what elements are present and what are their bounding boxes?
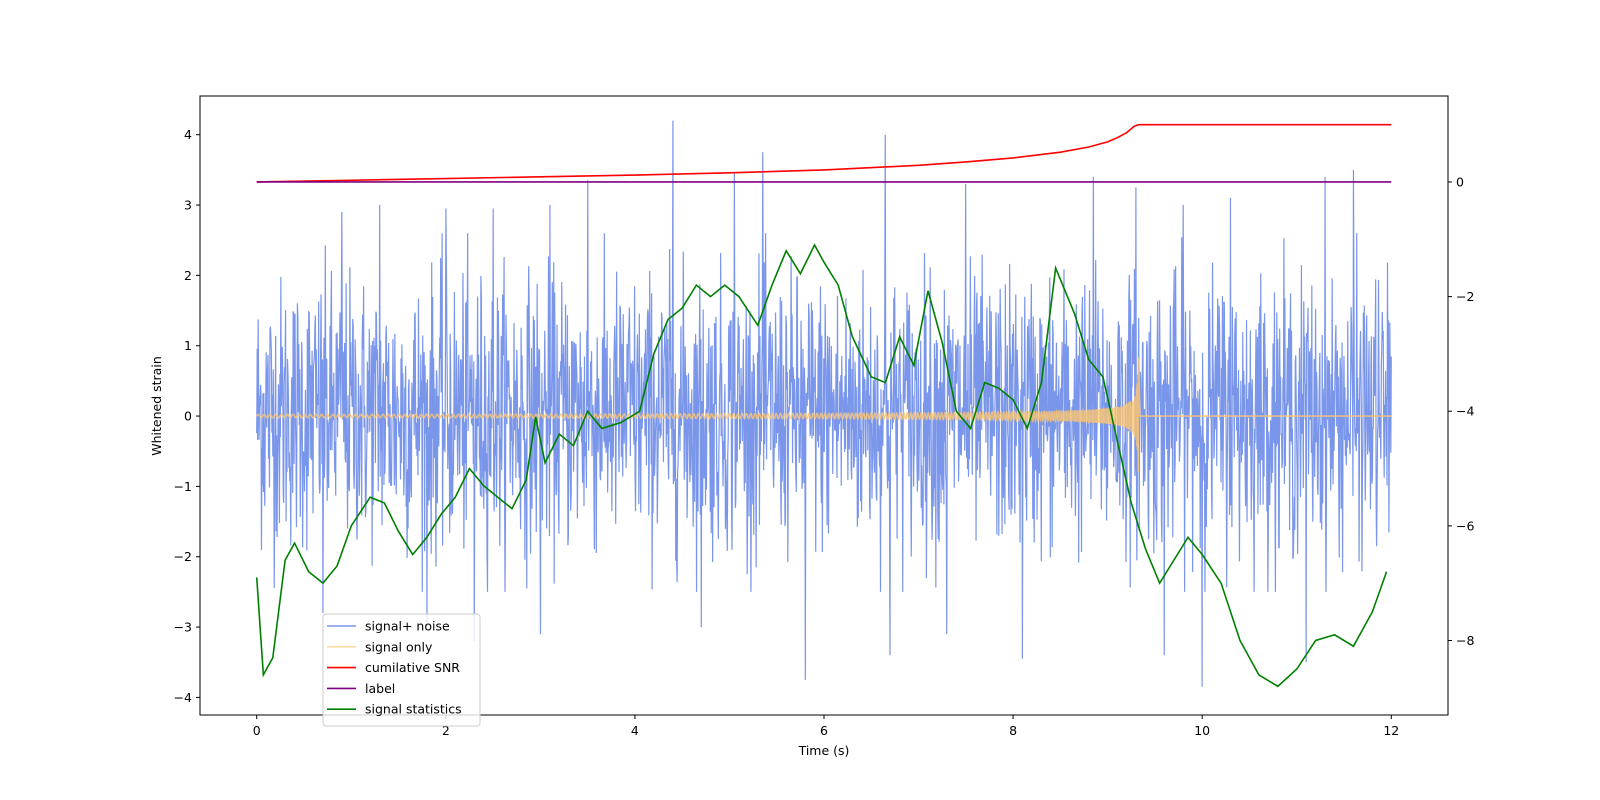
- y2-axis-ticks: −8 −6 −4 −2 0: [1448, 174, 1474, 648]
- x-axis-label: Time (s): [798, 743, 850, 758]
- series-line-2: [256, 123, 1392, 183]
- series-line-4: [255, 243, 1388, 688]
- y-tick-label: −3: [174, 620, 192, 635]
- series-line-0: [256, 120, 1392, 687]
- y2-tick-label: 0: [1456, 174, 1464, 189]
- y-tick-label: −4: [174, 690, 192, 705]
- x-tick-label: 8: [1009, 723, 1017, 738]
- legend: signal+ noise signal only cumilative SNR la…: [322, 613, 481, 727]
- y-tick-label: −2: [174, 549, 192, 564]
- y2-tick-label: −2: [1456, 289, 1474, 304]
- y-axis-ticks: −4 −3 −2 −1 0 1 2 3 4: [174, 127, 200, 705]
- y2-tick-label: −4: [1456, 404, 1474, 419]
- y-tick-label: 0: [184, 409, 192, 424]
- y2-tick-label: −8: [1456, 633, 1474, 648]
- x-axis-ticks: 0 2 4 6 8 10 12: [253, 715, 1399, 738]
- y-tick-label: 2: [184, 268, 192, 283]
- x-tick-label: 0: [253, 723, 261, 738]
- legend-label: signal statistics: [365, 702, 462, 717]
- legend-box: [322, 613, 481, 727]
- legend-label: signal+ noise: [365, 619, 450, 634]
- y-axis-label: Whitened strain: [149, 356, 164, 455]
- legend-label: cumilative SNR: [365, 660, 460, 675]
- y-tick-label: 1: [184, 338, 192, 353]
- y-tick-label: −1: [174, 479, 192, 494]
- x-tick-label: 6: [820, 723, 828, 738]
- legend-label: label: [365, 681, 395, 696]
- x-tick-label: 10: [1194, 723, 1210, 738]
- series-layer: [255, 120, 1392, 688]
- x-tick-label: 2: [442, 723, 450, 738]
- y-tick-label: 4: [184, 127, 192, 142]
- x-tick-label: 12: [1383, 723, 1399, 738]
- y-tick-label: 3: [184, 198, 192, 213]
- x-tick-label: 4: [631, 723, 639, 738]
- series-line-1: [256, 357, 1392, 473]
- y2-tick-label: −6: [1456, 518, 1474, 533]
- legend-label: signal only: [365, 639, 433, 654]
